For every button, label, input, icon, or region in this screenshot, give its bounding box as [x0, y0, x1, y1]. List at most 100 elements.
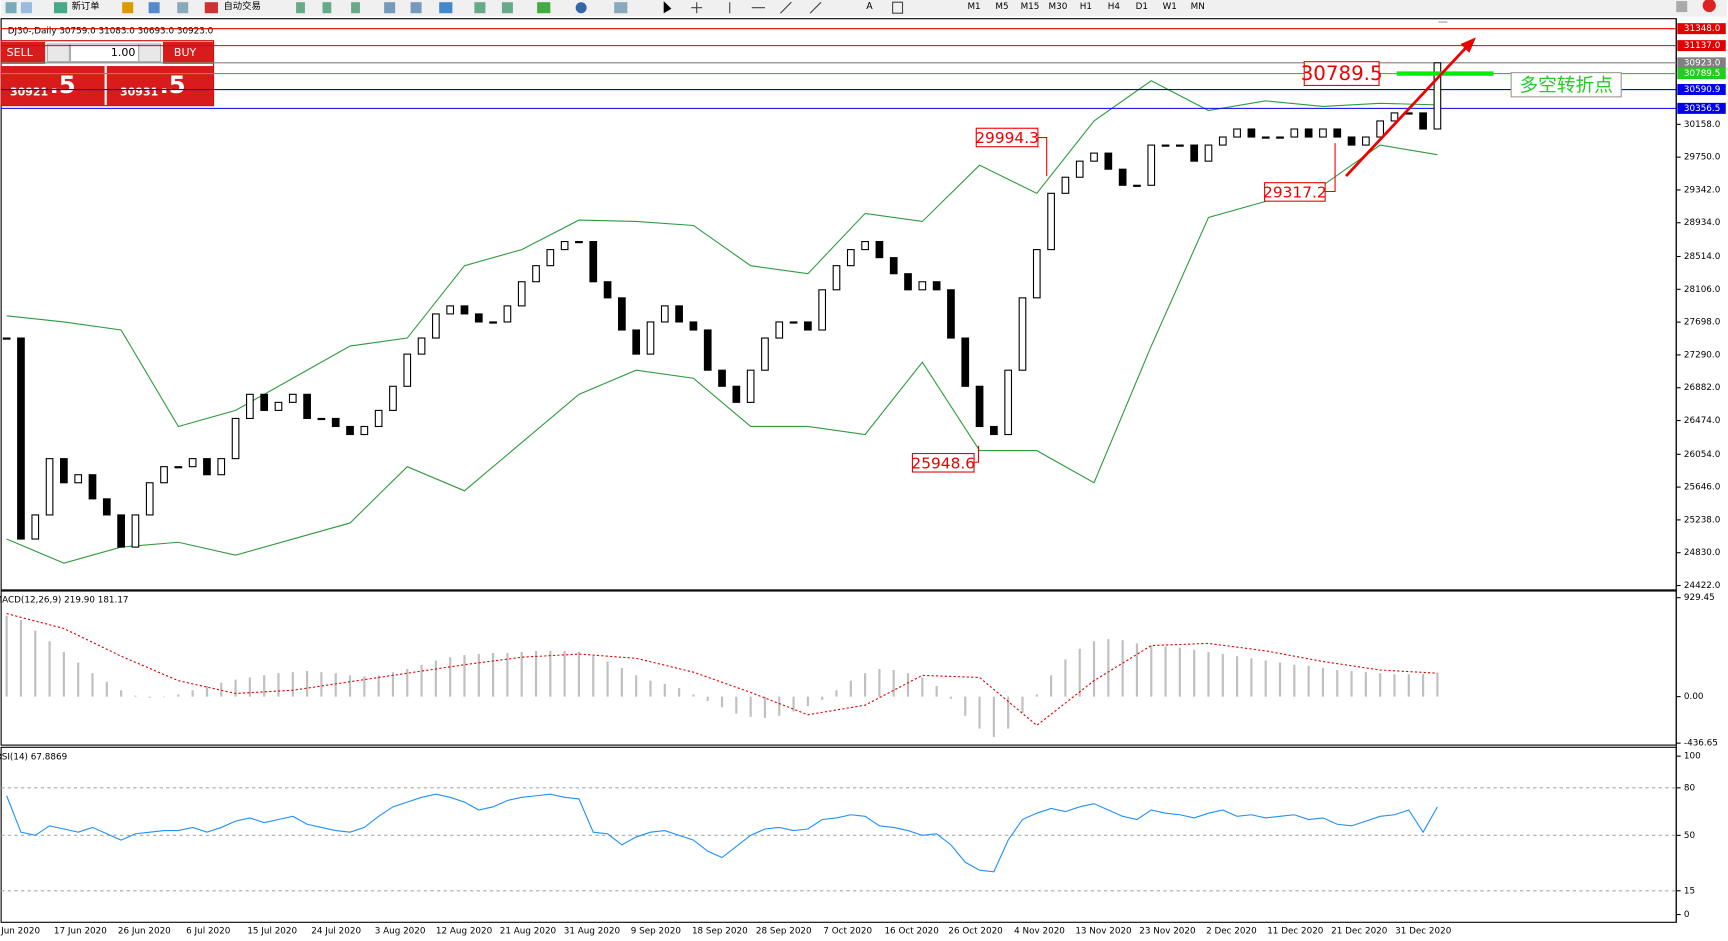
lot-value[interactable]: 1.00 — [111, 46, 136, 59]
lot-down[interactable] — [46, 43, 70, 63]
note-box — [1510, 72, 1622, 98]
macd-bar — [864, 673, 867, 697]
macd-bar — [449, 657, 452, 697]
x-tick-label: 3 Aug 2020 — [375, 927, 426, 937]
candle-body — [546, 249, 555, 267]
macd-bar — [1107, 639, 1110, 697]
sell-label[interactable]: SELL — [7, 46, 34, 59]
annotation-label: 25948.6 — [911, 454, 975, 472]
new-order-icon[interactable] — [53, 2, 68, 14]
tool-icon[interactable] — [351, 2, 360, 14]
candle-body — [1104, 152, 1113, 170]
draw-tools[interactable] — [691, 1, 822, 14]
timeframe-button[interactable]: D1 — [1136, 2, 1148, 12]
tool-icon[interactable] — [439, 2, 453, 14]
sell-price-tail[interactable]: .5 — [50, 71, 76, 99]
tool-icon[interactable] — [322, 2, 332, 14]
candle-body — [1304, 128, 1313, 138]
candle-body — [417, 337, 426, 355]
candle-body — [532, 265, 540, 283]
candle-body — [45, 458, 54, 516]
candle-body — [1090, 152, 1098, 162]
x-tick-label: 7 Oct 2020 — [823, 927, 872, 937]
macd-bar — [649, 680, 652, 697]
macd-bar — [477, 654, 480, 697]
tool-icon[interactable] — [410, 2, 422, 14]
candle-body — [231, 417, 240, 460]
candle-body — [1018, 297, 1027, 371]
tool-icon[interactable] — [575, 2, 587, 14]
macd-bar — [1264, 660, 1267, 697]
toolbar-button[interactable]: 新订单 — [72, 0, 100, 12]
tool-icon[interactable] — [148, 2, 160, 14]
tool-icon[interactable] — [177, 2, 189, 14]
buy-price-main[interactable]: 30931 — [120, 85, 158, 98]
macd-bar — [148, 696, 151, 698]
macd-bar — [606, 661, 609, 697]
buy-button[interactable] — [162, 41, 214, 64]
candle-body — [575, 241, 583, 244]
tool-icon[interactable] — [296, 2, 305, 14]
tool-icon[interactable] — [474, 2, 486, 14]
timeframe-button[interactable]: W1 — [1163, 2, 1177, 12]
x-tick-label: 9 Sep 2020 — [631, 927, 682, 937]
macd-panel — [0, 590, 1677, 746]
auto-trade-icon[interactable] — [204, 2, 218, 14]
macd-bar — [778, 696, 781, 716]
timeframe-button[interactable]: M1 — [967, 2, 980, 12]
macd-bar — [577, 651, 581, 697]
macd-bar — [821, 696, 824, 700]
candle-body — [1290, 128, 1299, 138]
tool-icon[interactable]: A — [866, 1, 873, 12]
toolbar-button[interactable]: 自动交易 — [223, 0, 260, 12]
candle-body — [174, 466, 183, 469]
candle-body — [660, 305, 669, 323]
candle-body — [789, 321, 798, 324]
macd-bar — [205, 685, 209, 697]
timeframe-button[interactable]: M30 — [1049, 2, 1068, 12]
macd-bar — [77, 662, 80, 697]
y-tick-label: 28514.0 — [1684, 252, 1721, 262]
timeframe-button[interactable]: M15 — [1021, 2, 1040, 12]
tool-icon[interactable] — [614, 2, 628, 14]
macd-bar — [19, 619, 23, 697]
timeframe-button[interactable]: H4 — [1108, 2, 1121, 12]
macd-bar — [720, 696, 724, 708]
tool-icon[interactable] — [20, 2, 32, 14]
annotation-connector — [1325, 143, 1336, 193]
candle-body — [618, 297, 626, 331]
note-text: 多空转折点 — [1519, 75, 1612, 96]
macd-bar — [5, 615, 8, 697]
candle-body — [60, 458, 68, 484]
price-level-tag — [1677, 102, 1726, 114]
timeframe-button[interactable]: M5 — [995, 2, 1008, 12]
y-tick-label: 24830.0 — [1684, 548, 1721, 558]
alert-icon[interactable] — [1702, 0, 1716, 13]
tool-icon[interactable] — [1676, 1, 1688, 13]
buy-price-tail[interactable]: .5 — [160, 71, 186, 99]
tool-icon[interactable] — [5, 2, 17, 14]
cursor-tool[interactable] — [663, 1, 672, 14]
tool-icon[interactable] — [384, 2, 396, 14]
tool-icon[interactable] — [892, 1, 904, 14]
macd-bar — [1078, 648, 1081, 697]
macd-title: MACD(12,26,9) 219.90 181.17 — [0, 595, 129, 605]
buy-price-box[interactable] — [106, 66, 214, 106]
sell-price-box[interactable] — [1, 66, 105, 106]
candle-body — [646, 321, 655, 355]
x-tick-label: 26 Jun 2020 — [118, 927, 171, 937]
timeframe-button[interactable]: MN — [1191, 2, 1205, 12]
y-tick-label: 25646.0 — [1684, 483, 1721, 493]
x-tick-label: 16 Oct 2020 — [884, 927, 939, 937]
tool-icon[interactable] — [501, 2, 513, 14]
sell-button[interactable] — [1, 41, 46, 64]
lot-up[interactable] — [138, 43, 162, 63]
sell-price-main[interactable]: 30921 — [10, 85, 48, 98]
tool-icon[interactable] — [537, 2, 551, 14]
macd-bar — [1364, 672, 1367, 697]
timeframe-button[interactable]: H1 — [1080, 2, 1092, 12]
candle-body — [331, 417, 340, 428]
tool-icon[interactable] — [122, 2, 134, 14]
buy-label[interactable]: BUY — [174, 46, 197, 59]
